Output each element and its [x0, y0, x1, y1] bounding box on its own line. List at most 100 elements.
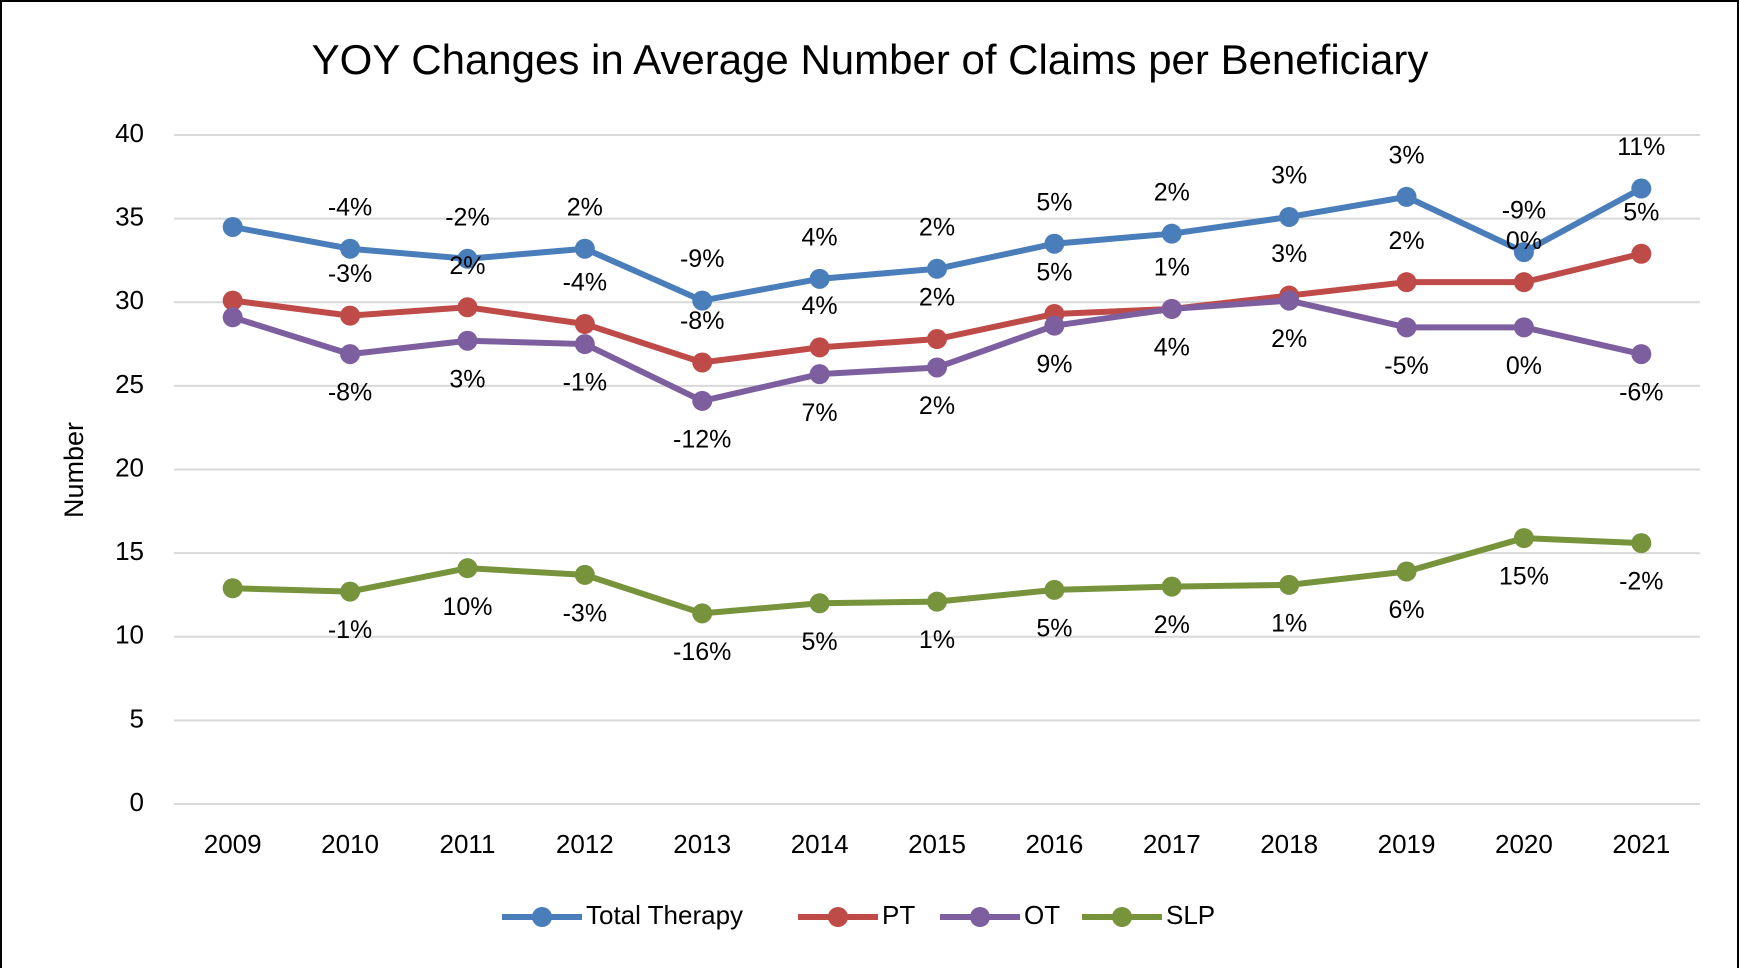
point	[457, 248, 478, 269]
y-tick-label: 40	[115, 118, 144, 148]
data-label: 2%	[1154, 611, 1190, 639]
legend-label: OT	[1024, 900, 1060, 930]
legend-marker	[532, 907, 552, 927]
point	[340, 344, 361, 365]
data-label: -3%	[563, 599, 607, 627]
point	[340, 238, 361, 259]
point	[1044, 579, 1065, 600]
point	[457, 297, 478, 318]
point	[1631, 243, 1652, 264]
data-label: 2%	[919, 284, 955, 312]
point	[1161, 223, 1182, 244]
point	[1631, 533, 1652, 554]
legend-label: PT	[882, 900, 915, 930]
x-tick-label: 2013	[673, 829, 731, 859]
x-tick-label: 2016	[1025, 829, 1083, 859]
point	[809, 268, 830, 289]
point	[809, 593, 830, 614]
data-label: 4%	[802, 292, 838, 320]
data-label: 5%	[1036, 259, 1072, 287]
data-label: -1%	[563, 369, 607, 397]
point	[1513, 272, 1534, 293]
legend-marker	[970, 907, 990, 927]
data-label: 0%	[1506, 352, 1542, 380]
x-tick-label: 2021	[1612, 829, 1670, 859]
data-label: 1%	[1271, 610, 1307, 638]
point	[340, 305, 361, 326]
data-label: 9%	[1036, 350, 1072, 378]
data-label: -3%	[328, 260, 372, 288]
point	[927, 591, 947, 612]
point	[809, 364, 830, 385]
data-label: 3%	[449, 365, 485, 393]
y-tick-label: 30	[115, 285, 144, 315]
data-label: 2%	[1271, 325, 1307, 353]
point	[1161, 576, 1182, 597]
point	[1279, 574, 1300, 595]
point	[1396, 272, 1417, 293]
legend-label: SLP	[1166, 900, 1215, 930]
y-tick-label: 25	[115, 369, 144, 399]
data-label: 10%	[442, 593, 492, 621]
point	[222, 307, 243, 328]
x-tick-label: 2020	[1495, 829, 1553, 859]
data-label: -8%	[680, 307, 724, 335]
data-label: -9%	[680, 245, 724, 273]
point	[574, 334, 595, 355]
data-label: -4%	[328, 193, 372, 221]
point	[927, 329, 947, 350]
point	[1631, 344, 1652, 365]
x-tick-label: 2019	[1378, 829, 1436, 859]
point	[1396, 317, 1417, 338]
data-label: 5%	[1623, 198, 1659, 226]
y-tick-label: 0	[130, 787, 144, 817]
point	[574, 313, 595, 334]
point	[222, 578, 243, 599]
data-label: 2%	[449, 252, 485, 280]
data-label: -5%	[1384, 352, 1428, 380]
point	[692, 290, 713, 311]
x-tick-label: 2017	[1143, 829, 1201, 859]
data-label: 3%	[1271, 240, 1307, 268]
data-label: -12%	[673, 426, 731, 454]
data-label: 1%	[919, 626, 955, 654]
x-tick-label: 2018	[1260, 829, 1318, 859]
point	[1044, 233, 1065, 254]
x-tick-label: 2010	[321, 829, 379, 859]
x-tick-label: 2009	[204, 829, 262, 859]
y-tick-label: 35	[115, 202, 144, 232]
point	[340, 581, 361, 602]
legend-marker	[828, 907, 848, 927]
data-label: 2%	[919, 392, 955, 420]
point	[1513, 242, 1534, 263]
y-tick-label: 20	[115, 452, 144, 482]
point	[1044, 315, 1065, 336]
point	[1161, 298, 1182, 319]
data-label: 15%	[1499, 563, 1549, 591]
y-tick-label: 5	[130, 703, 144, 733]
data-label: 0%	[1506, 227, 1542, 255]
data-label: -9%	[1502, 197, 1546, 225]
data-label: 6%	[1388, 596, 1424, 624]
data-label: 3%	[1271, 162, 1307, 190]
data-label: -2%	[1619, 568, 1663, 596]
x-tick-label: 2011	[440, 829, 496, 859]
data-label: -1%	[328, 616, 372, 644]
data-label: 2%	[567, 193, 603, 221]
point	[574, 564, 595, 585]
x-tick-label: 2014	[791, 829, 849, 859]
legend-marker	[1112, 907, 1132, 927]
data-label: 5%	[802, 628, 838, 656]
point	[574, 238, 595, 259]
point	[692, 352, 713, 373]
data-label: 2%	[1154, 178, 1190, 206]
point	[222, 290, 243, 311]
point	[457, 558, 478, 579]
point	[1279, 290, 1300, 311]
data-label: 4%	[1154, 334, 1190, 362]
point	[1513, 528, 1534, 549]
data-label: -8%	[328, 379, 372, 407]
